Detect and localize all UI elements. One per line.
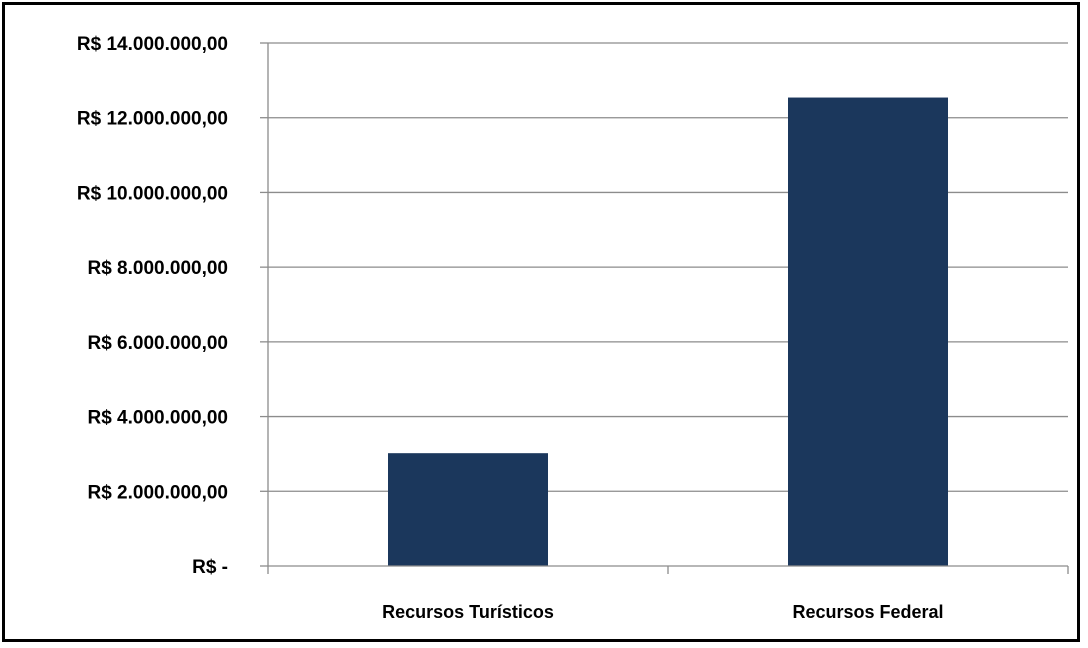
y-tick-label: R$ 10.000.000,00 xyxy=(77,183,228,204)
bar xyxy=(788,97,948,566)
axes xyxy=(260,42,1069,574)
y-tick-label: R$ 14.000.000,00 xyxy=(77,34,228,55)
x-category-label: Recursos Federal xyxy=(792,602,943,622)
x-category-label: Recursos Turísticos xyxy=(382,602,554,622)
y-tick-label: R$ - xyxy=(192,557,228,578)
bar xyxy=(388,453,548,566)
y-tick-label: R$ 2.000.000,00 xyxy=(87,482,228,503)
y-tick-label: R$ 4.000.000,00 xyxy=(87,408,228,429)
y-tick-label: R$ 8.000.000,00 xyxy=(87,258,228,279)
y-tick-labels: R$ - R$ 2.000.000,00 R$ 4.000.000,00 R$ 6.0… xyxy=(77,34,228,578)
x-category-labels: Recursos Turísticos Recursos Federal xyxy=(382,602,943,622)
y-tick-label: R$ 6.000.000,00 xyxy=(87,333,228,354)
y-tick-label: R$ 12.000.000,00 xyxy=(77,109,228,130)
bars xyxy=(388,97,948,566)
